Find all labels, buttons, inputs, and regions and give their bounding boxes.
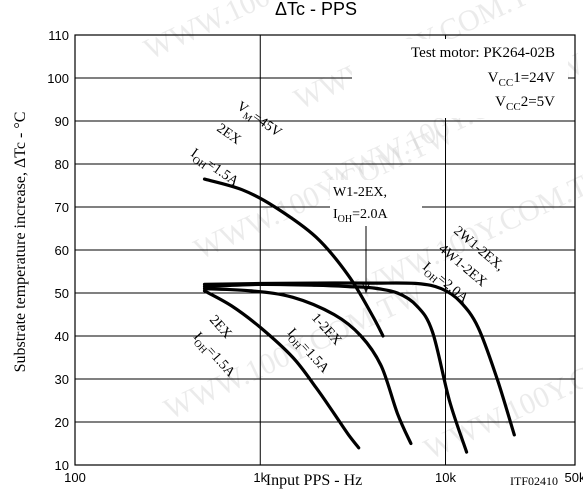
series-line-5 — [202, 289, 361, 450]
y-tick-label: 20 — [55, 415, 69, 430]
y-tick-label: 10 — [55, 458, 69, 473]
x-tick-labels: 100 1k 10k 50k — [64, 470, 583, 485]
series-line-4 — [202, 287, 413, 446]
series-line-3 — [202, 281, 516, 437]
x-axis-label: Input PPS - Hz — [266, 472, 362, 489]
label-w12ex-bg — [330, 180, 422, 222]
y-axis-label: Substrate temperature increase, ΔTc - °C — [12, 112, 29, 373]
label-ioh-1-5a-top: IOH=1.5A — [186, 146, 242, 193]
y-tick-label: 50 — [55, 286, 69, 301]
y-tick-label: 100 — [47, 71, 69, 86]
y-tick-label: 90 — [55, 114, 69, 129]
label-2ex-top: 2EX — [214, 121, 244, 148]
label-w12ex: W1-2EX, — [333, 185, 387, 200]
y-tick-label: 60 — [55, 243, 69, 258]
series-layer — [202, 177, 516, 454]
y-tick-labels: 10 20 30 40 50 60 70 80 90 100 110 — [47, 28, 69, 473]
y-tick-label: 110 — [48, 28, 69, 43]
series-line-1 — [202, 177, 385, 338]
chart-title: ΔTc - PPS — [275, 0, 357, 19]
y-tick-label: 80 — [55, 157, 69, 172]
y-tick-label: 40 — [55, 329, 69, 344]
label-2ex-bottom: 2EX — [206, 313, 234, 342]
y-tick-label: 30 — [55, 372, 69, 387]
y-tick-label: 70 — [55, 200, 69, 215]
w12ex-pointer-arrow — [361, 281, 371, 294]
x-tick-label: 10k — [435, 470, 456, 485]
x-tick-label: 50k — [565, 470, 583, 485]
x-tick-label: 1k — [253, 470, 267, 485]
figure-code: ITF02410 — [510, 474, 558, 488]
x-tick-label: 100 — [64, 470, 86, 485]
plot-frame — [74, 34, 576, 466]
legend-box — [352, 39, 568, 118]
test-motor-note: Test motor: PK264-02B — [411, 45, 555, 61]
